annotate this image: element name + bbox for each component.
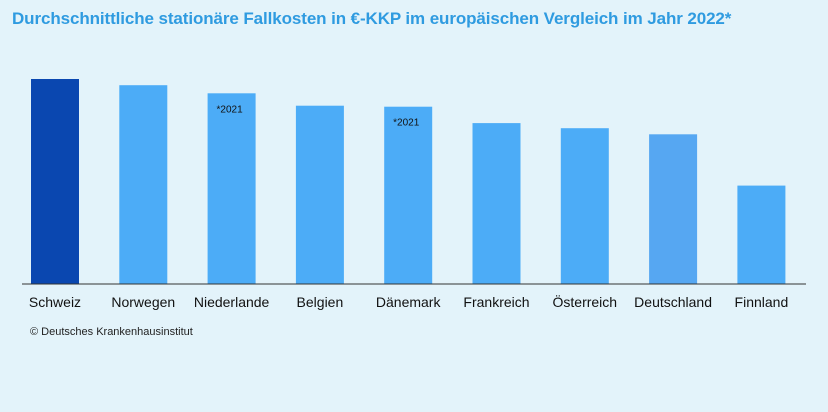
tick-label-schweiz: Schweiz bbox=[29, 294, 81, 310]
tick-label-norwegen: Norwegen bbox=[111, 294, 175, 310]
tick-label-belgien: Belgien bbox=[297, 294, 344, 310]
annotation-niederlande: *2021 bbox=[217, 104, 244, 115]
bar-frankreich bbox=[472, 123, 521, 284]
bar-niederlande bbox=[207, 93, 256, 284]
bar-schweiz bbox=[31, 79, 79, 284]
bar-belgien bbox=[295, 105, 344, 284]
bars-group bbox=[31, 79, 786, 284]
source-credit: © Deutsches Krankenhausinstitut bbox=[30, 326, 193, 338]
tick-label-deutschland: Deutschland bbox=[634, 294, 712, 310]
chart-title: Durchschnittliche stationäre Fallkosten … bbox=[12, 9, 732, 28]
bar-daenemark bbox=[384, 106, 433, 284]
tick-label-finnland: Finnland bbox=[735, 294, 789, 310]
tick-label-oesterreich: Österreich bbox=[553, 293, 618, 310]
tick-label-niederlande: Niederlande bbox=[194, 294, 270, 310]
bar-deutschland bbox=[649, 134, 698, 284]
bar-norwegen bbox=[119, 85, 168, 284]
annotations-group: *2021 *2021 bbox=[217, 104, 420, 128]
bar-oesterreich bbox=[560, 128, 609, 284]
tick-label-daenemark: Dänemark bbox=[376, 294, 442, 310]
bar-finnland bbox=[737, 185, 786, 284]
category-labels-group: Schweiz Norwegen Niederlande Belgien Dänemar… bbox=[29, 293, 788, 310]
tick-label-frankreich: Frankreich bbox=[463, 294, 529, 310]
annotation-daenemark: *2021 bbox=[393, 118, 420, 129]
